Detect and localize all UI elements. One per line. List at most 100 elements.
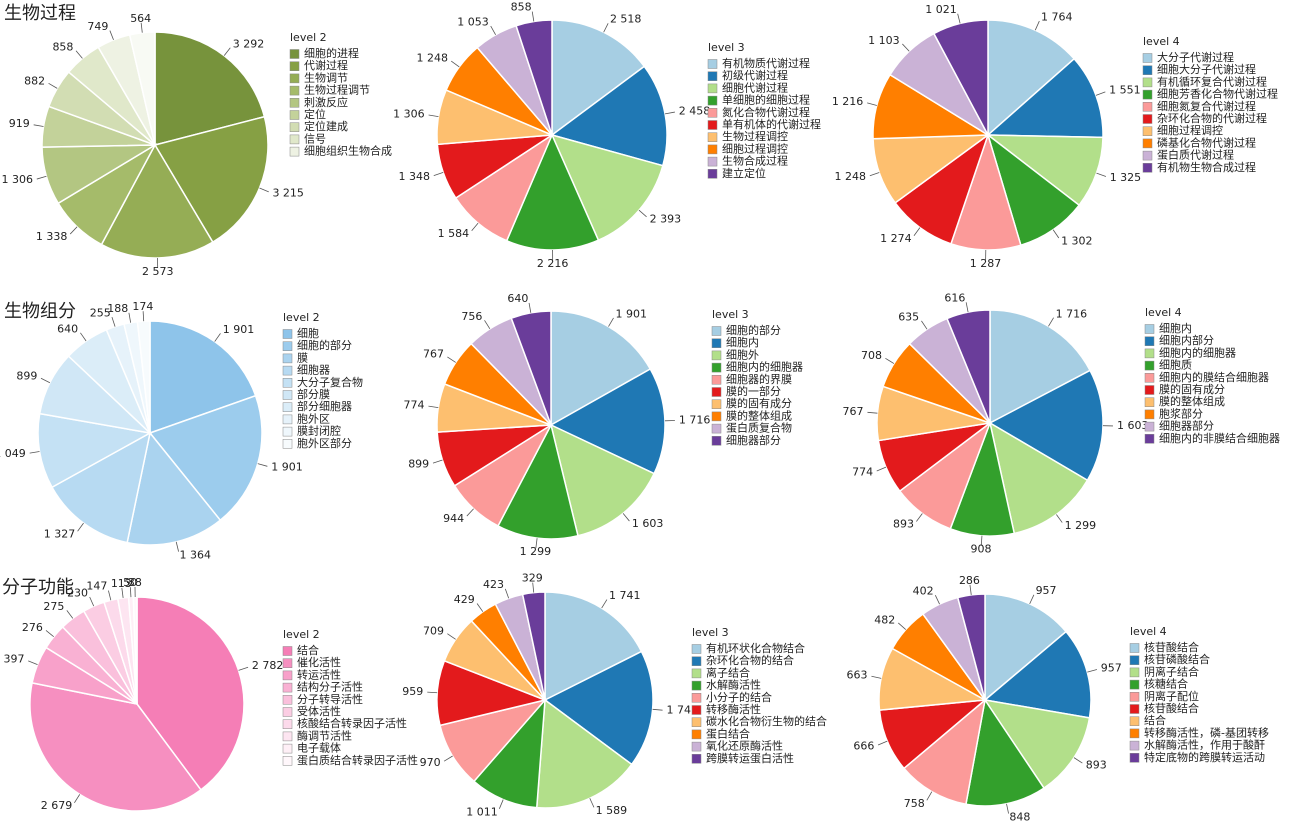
data-label: 858 bbox=[52, 41, 73, 54]
data-label: 767 bbox=[842, 405, 863, 418]
leader-line bbox=[926, 791, 933, 801]
legend-swatch bbox=[707, 169, 718, 179]
data-label: 944 bbox=[443, 512, 464, 525]
data-label: 1 248 bbox=[835, 170, 867, 183]
leader-line bbox=[450, 60, 460, 68]
leader-line bbox=[80, 332, 87, 342]
data-label: 50 bbox=[123, 576, 137, 589]
pie-slice bbox=[153, 115, 269, 244]
data-label: 908 bbox=[970, 543, 991, 556]
legend-label: 大分子复合物 bbox=[297, 375, 363, 389]
leader-line bbox=[75, 50, 83, 59]
data-label: 1 053 bbox=[457, 16, 489, 29]
pie-slice bbox=[550, 133, 664, 242]
data-label: 286 bbox=[959, 574, 980, 587]
legend-swatch bbox=[282, 695, 293, 705]
legend-label: 氮化合物代谢过程 bbox=[722, 105, 810, 119]
legend-label: 有机环状化合物结合 bbox=[706, 641, 805, 655]
legend-label: 细胞组织生物合成 bbox=[304, 144, 392, 158]
data-label: 1 716 bbox=[1056, 307, 1088, 320]
legend-swatch bbox=[289, 122, 300, 132]
legend-swatch bbox=[691, 754, 702, 764]
data-label: 957 bbox=[1036, 584, 1057, 597]
data-label: 1 103 bbox=[868, 34, 900, 47]
legend-swatch bbox=[1144, 324, 1155, 334]
legend-swatch bbox=[691, 705, 702, 715]
pie-slice bbox=[515, 19, 553, 136]
leader-line bbox=[957, 13, 961, 24]
legend-swatch bbox=[1142, 77, 1153, 88]
data-label: 1 021 bbox=[925, 3, 957, 16]
legend-title: level 4 bbox=[1145, 306, 1182, 319]
chart-title: 生物组分 bbox=[4, 301, 76, 322]
legend-label: 部分细胞器 bbox=[297, 399, 352, 413]
legend-label: 电子载体 bbox=[297, 741, 341, 755]
leader-line bbox=[484, 320, 491, 329]
legend-swatch bbox=[707, 108, 718, 118]
legend-label: 细胞内部分 bbox=[1159, 333, 1214, 347]
legend-label: 细胞大分子代谢过程 bbox=[1157, 62, 1256, 76]
data-label: 893 bbox=[1086, 758, 1107, 771]
pie-slice bbox=[505, 133, 600, 251]
legend-label: 生物合成过程 bbox=[722, 154, 788, 168]
legend-swatch bbox=[289, 146, 300, 157]
legend-swatch bbox=[1129, 667, 1140, 678]
data-label: 1 216 bbox=[832, 95, 864, 108]
pie-slice bbox=[984, 593, 1068, 702]
data-label: 275 bbox=[43, 600, 64, 613]
legend-label: 细胞内的非膜结合细胞器 bbox=[1159, 431, 1280, 445]
legend-label: 细胞 bbox=[297, 327, 319, 340]
legend-label: 初级代谢过程 bbox=[722, 68, 788, 82]
leader-line bbox=[471, 222, 479, 232]
leader-line bbox=[66, 610, 74, 619]
legend-swatch bbox=[282, 731, 293, 742]
leader-line bbox=[257, 463, 268, 467]
leader-line bbox=[531, 11, 535, 22]
legend-swatch bbox=[711, 411, 722, 422]
legend-title: level 2 bbox=[283, 628, 320, 641]
legend-label: 蛋白质结合转录因子活性 bbox=[297, 753, 418, 767]
leader-line bbox=[427, 691, 438, 694]
legend-label: 分子转导活性 bbox=[297, 692, 363, 706]
legend-swatch bbox=[691, 741, 702, 752]
data-label: 2 573 bbox=[142, 265, 174, 278]
data-label: 774 bbox=[403, 399, 424, 412]
legend-swatch bbox=[1142, 114, 1153, 124]
legend-label: 离子结合 bbox=[706, 665, 750, 679]
legend-label: 蛋白质复合物 bbox=[726, 421, 792, 435]
data-label: 1 551 bbox=[1109, 84, 1141, 97]
leader-line bbox=[129, 587, 132, 598]
leader-line bbox=[498, 799, 504, 809]
data-label: 858 bbox=[511, 1, 532, 14]
legend-label: 蛋白质代谢过程 bbox=[1157, 148, 1234, 162]
leader-line bbox=[48, 82, 58, 89]
leader-line bbox=[876, 466, 887, 472]
data-label: 1 299 bbox=[520, 545, 552, 558]
legend-label: 阴离子结合 bbox=[1144, 664, 1199, 678]
legend-label: 生物过程调节 bbox=[304, 83, 370, 97]
legend-swatch bbox=[711, 350, 722, 361]
leader-line bbox=[74, 794, 81, 804]
data-label: 423 bbox=[483, 578, 504, 591]
data-label: 635 bbox=[898, 311, 919, 324]
leader-line bbox=[89, 596, 95, 607]
legend-label: 蛋白结合 bbox=[706, 726, 750, 740]
leader-line bbox=[29, 451, 40, 454]
leader-line bbox=[664, 111, 675, 115]
legend-label: 细胞的进程 bbox=[304, 46, 359, 60]
leader-line bbox=[490, 25, 496, 35]
pie-slice bbox=[988, 369, 1104, 482]
legend-label: 膜 bbox=[297, 351, 308, 364]
legend-label: 细胞过程调控 bbox=[1157, 123, 1223, 137]
leader-line bbox=[877, 740, 888, 746]
leader-line bbox=[965, 302, 969, 313]
data-label: 2 393 bbox=[650, 212, 682, 225]
legend-label: 生物调节 bbox=[304, 70, 348, 84]
data-label: 2 782 bbox=[252, 659, 283, 672]
legend-label: 膜的整体组成 bbox=[726, 408, 792, 422]
legend-swatch bbox=[282, 426, 293, 437]
legend-label: 建立定位 bbox=[722, 166, 766, 180]
leader-line bbox=[238, 666, 249, 671]
pie-slice bbox=[100, 143, 214, 259]
data-label: 230 bbox=[67, 586, 88, 599]
